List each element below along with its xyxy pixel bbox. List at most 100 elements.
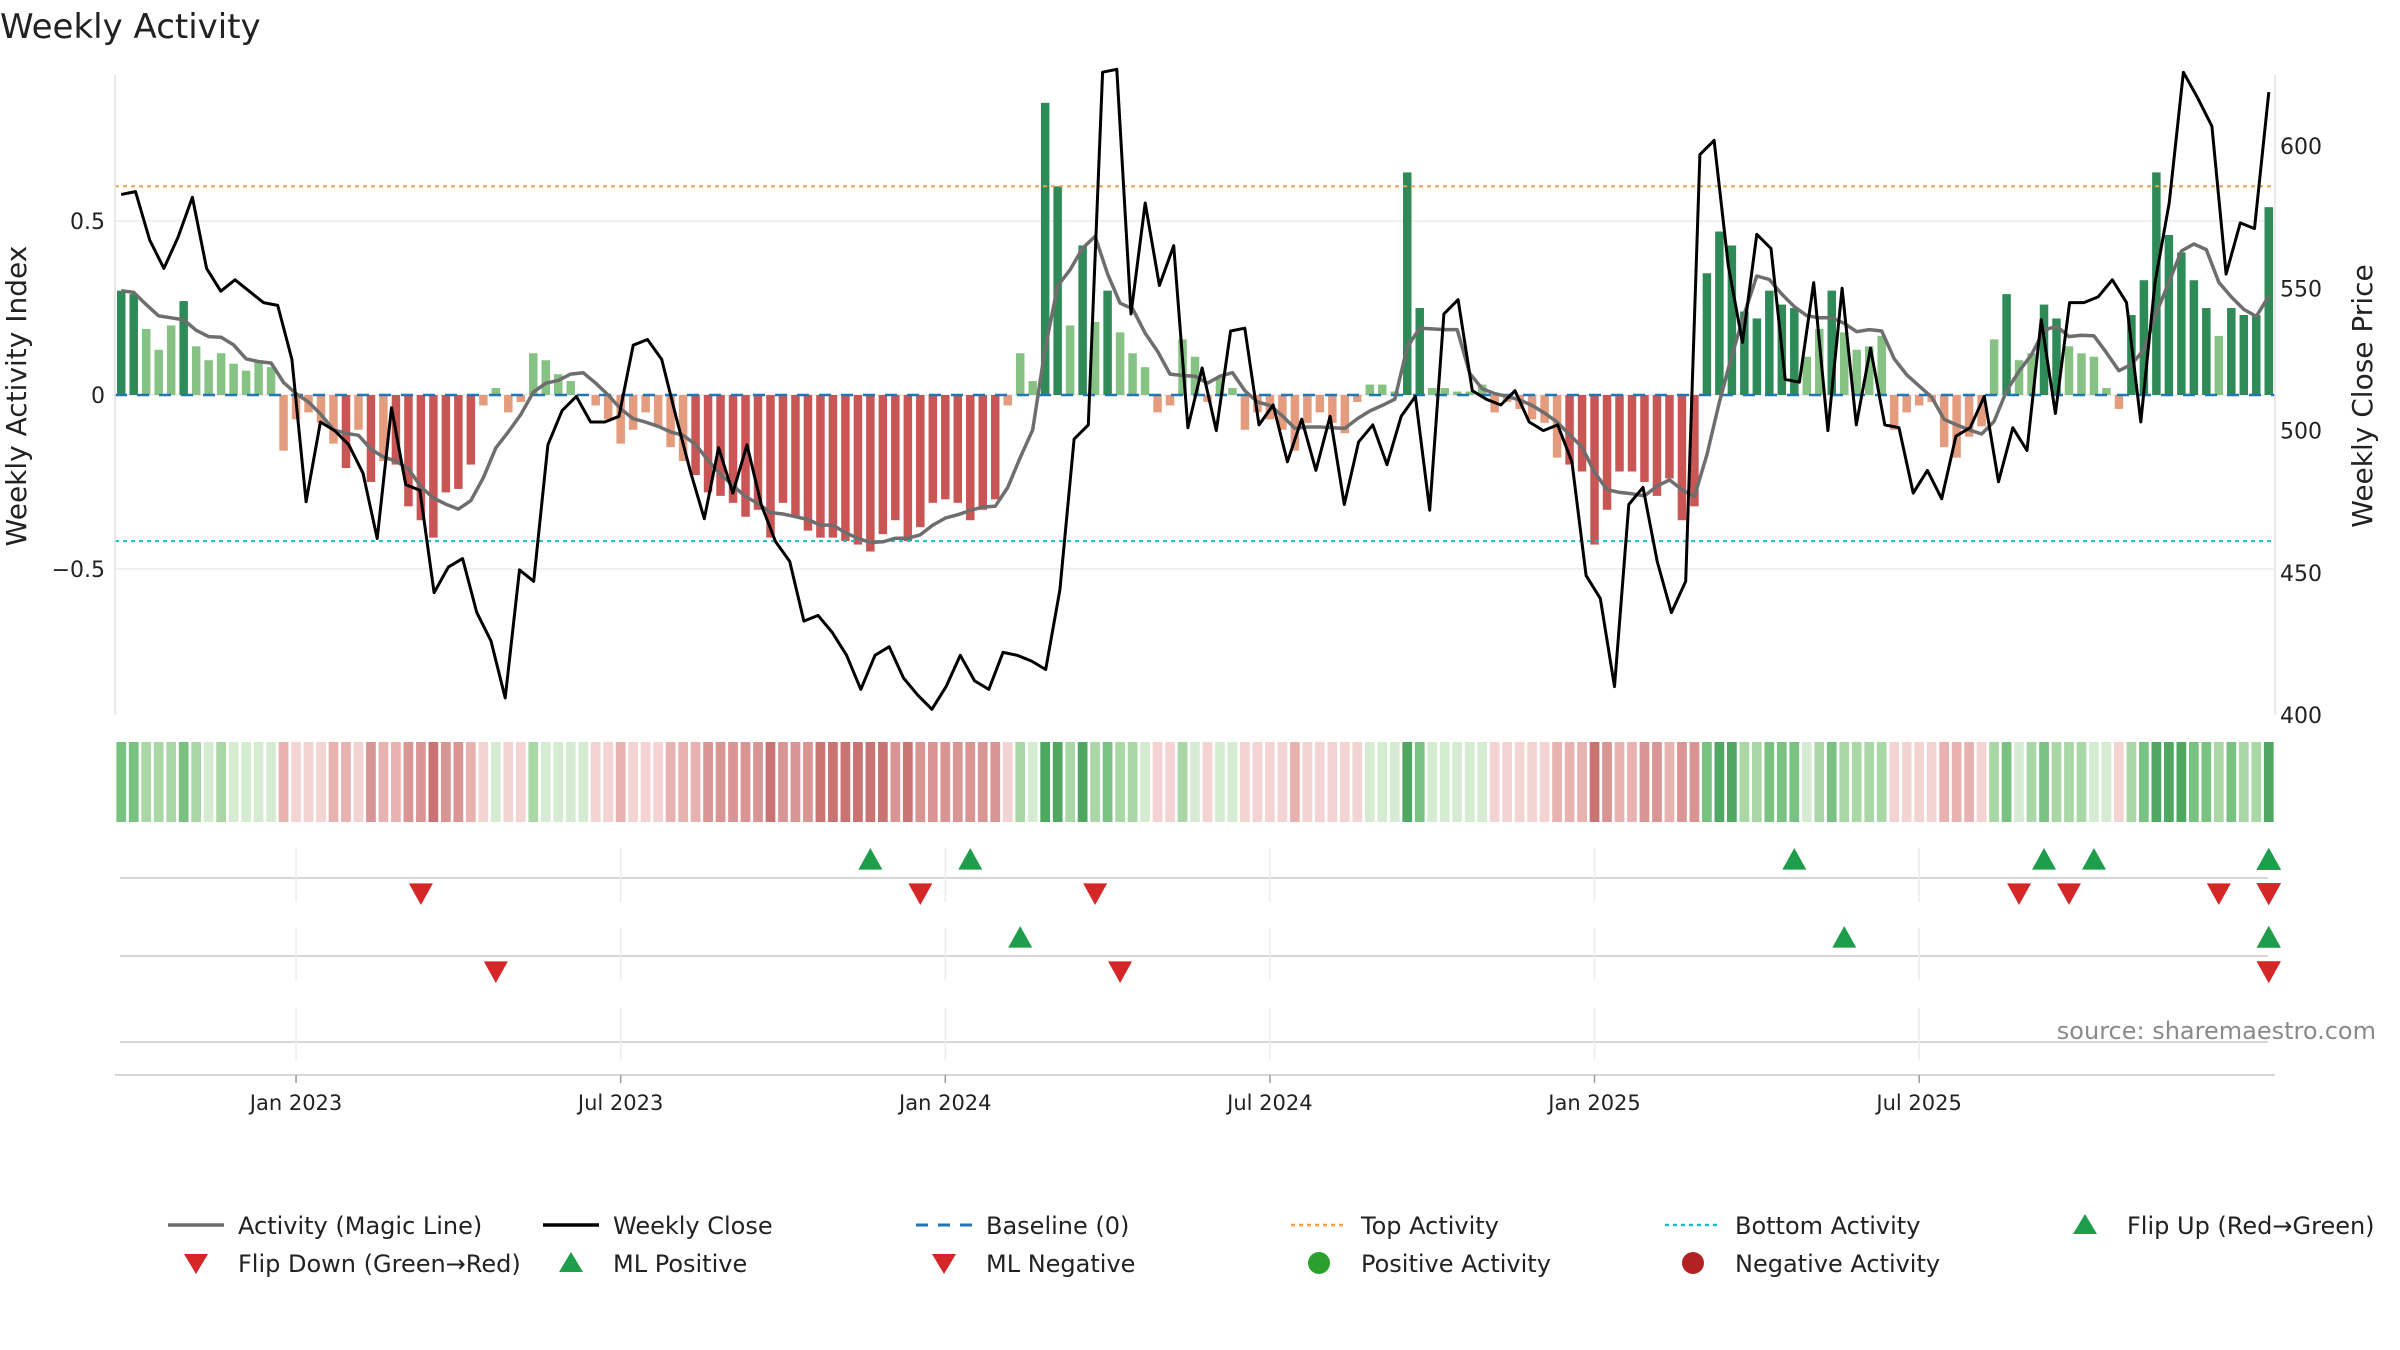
activity-bar [828, 395, 838, 538]
right-tick-label: 500 [2280, 420, 2322, 445]
activity-bar [416, 395, 426, 521]
strip-cell [1102, 742, 1113, 822]
activity-bar [229, 363, 238, 395]
activity-bar [1140, 367, 1150, 395]
ml-negative-marker [483, 961, 508, 983]
legend-circle-swatch [1682, 1252, 1704, 1274]
activity-bar [2139, 280, 2149, 395]
date-tick-label: Jan 2025 [1546, 1091, 1641, 1115]
activity-bar [2189, 280, 2199, 395]
left-tick-label: 0.5 [70, 210, 105, 235]
strip-cell [1664, 742, 1675, 822]
strip-cell [1502, 742, 1513, 822]
strip-cell [1077, 742, 1088, 822]
activity-bar [1889, 395, 1899, 430]
activity-bar [953, 395, 963, 503]
flip-up-marker [2032, 848, 2057, 870]
strip-cell [1677, 742, 1687, 822]
activity-bar [404, 395, 413, 507]
strip-cell [1939, 742, 1949, 822]
strip-cell [1839, 742, 1850, 822]
legend-label: Flip Up (Red→Green) [2127, 1212, 2375, 1240]
activity-bar [716, 395, 725, 496]
strip-cell [128, 742, 139, 822]
legend-label: Baseline (0) [986, 1212, 1129, 1240]
strip-cell [366, 742, 376, 822]
weekly-close-series [120, 67, 2271, 711]
activity-bar [2214, 335, 2224, 395]
activity-bar [891, 395, 900, 521]
strip-cell [166, 742, 177, 822]
strip-cell [391, 742, 401, 822]
activity-bar [591, 395, 600, 406]
activity-bar [841, 395, 850, 542]
activity-bar [741, 395, 750, 517]
activity-bar [1577, 395, 1587, 472]
strip-cell [1177, 742, 1188, 822]
ml-negative-marker [2256, 961, 2281, 983]
legend-label: ML Positive [613, 1250, 747, 1278]
legend-label: Negative Activity [1735, 1250, 1940, 1278]
activity-bar [853, 395, 863, 545]
activity-bar [666, 395, 675, 448]
strip-cell [1190, 742, 1200, 822]
strip-cell [1889, 742, 1900, 822]
strip-cell [1951, 742, 1962, 822]
strip-cell [915, 742, 926, 822]
strip-cell [1639, 742, 1650, 822]
activity-bar [441, 395, 451, 493]
strip-cell [2064, 742, 2074, 822]
strip-cell [553, 742, 564, 822]
activity-bar [691, 395, 700, 475]
strip-cell [1439, 742, 1450, 822]
activity-bar [653, 395, 663, 427]
date-tick-label: Jul 2025 [1874, 1091, 1961, 1115]
activity-bar [616, 395, 625, 444]
strip-cell [2201, 742, 2212, 822]
left-axis-ticks: 0.5 0 −0.5 [52, 210, 105, 583]
activity-bar [766, 395, 775, 538]
activity-bar [1103, 290, 1112, 395]
strip-cell [1814, 742, 1825, 822]
strip-cell [278, 742, 289, 822]
strip-cell [503, 742, 514, 822]
strip-cell [703, 742, 713, 822]
strip-cell [403, 742, 414, 822]
strip-cell [528, 742, 539, 822]
strip-cell [778, 742, 788, 822]
activity-bar [566, 381, 575, 395]
activity-bar [129, 294, 138, 395]
activity-bar [1427, 388, 1437, 395]
flip-up-marker [1782, 848, 1807, 870]
activity-bar [1340, 395, 1350, 434]
flip-down-marker [2206, 883, 2231, 905]
flip-down-marker [908, 883, 933, 905]
strip-cell [1215, 742, 1225, 822]
strip-cell [803, 742, 813, 822]
activity-bar [154, 349, 163, 395]
right-axis-title: Weekly Close Price [2346, 264, 2379, 527]
activity-bar [1802, 356, 1812, 395]
activity-bar [179, 301, 188, 395]
activity-bar [1153, 395, 1162, 413]
strip-cell [540, 742, 551, 822]
activity-bar [1902, 395, 1911, 413]
strip-cell [927, 742, 938, 822]
activity-bar [1303, 395, 1312, 423]
strip-cell [1826, 742, 1837, 822]
flip-down-marker [1083, 883, 1108, 905]
activity-bar [916, 395, 925, 528]
activity-bar [1115, 332, 1125, 395]
strip-cell [316, 742, 326, 822]
activity-bar [316, 395, 326, 423]
strip-cell [328, 742, 339, 822]
legend-label: Activity (Magic Line) [238, 1212, 482, 1240]
strip-cell [1115, 742, 1125, 822]
activity-bar [941, 395, 950, 500]
strip-cell [1252, 742, 1263, 822]
strip-cell [753, 742, 763, 822]
strip-cell [416, 742, 426, 822]
strip-cell [1027, 742, 1038, 822]
strip-cell [1751, 742, 1762, 822]
legend-label: Bottom Activity [1735, 1212, 1920, 1240]
